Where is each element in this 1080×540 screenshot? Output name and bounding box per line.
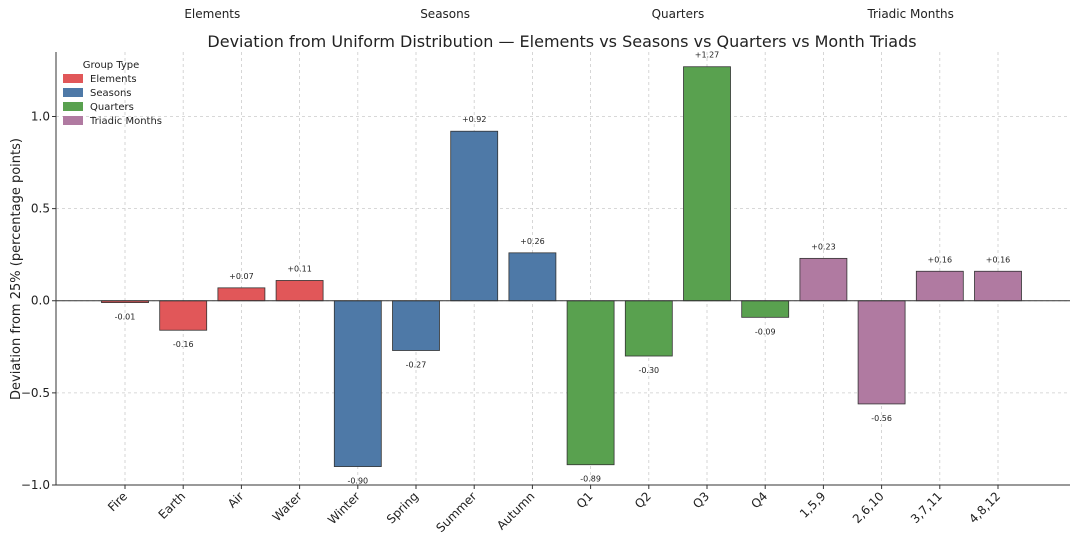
bar-spring <box>392 300 440 351</box>
bar-q4 <box>741 300 790 318</box>
legend: Group Type Elements Seasons Quarters Triadic… <box>63 60 162 127</box>
data-label: +0.16 <box>986 255 1011 264</box>
y-tick-label: 0.5 <box>31 202 50 216</box>
bar-q1 <box>566 300 615 466</box>
y-tick-label: −1.0 <box>21 478 50 492</box>
y-tick-label: −0.5 <box>21 386 50 400</box>
group-label-quarters: Quarters <box>652 7 705 21</box>
x-tick-label: Spring <box>384 489 421 526</box>
x-tick-label: Q4 <box>748 489 770 511</box>
bar-q2 <box>624 300 673 357</box>
bar-2-6-10 <box>857 300 906 405</box>
x-tick-label: Q2 <box>632 489 654 511</box>
legend-label: Triadic Months <box>89 116 162 127</box>
data-label: -0.89 <box>580 475 601 484</box>
axes <box>55 52 1070 486</box>
x-tick-label: Earth <box>156 489 189 522</box>
bar-water <box>275 280 324 302</box>
legend-swatch-triadic-months <box>63 116 83 125</box>
data-label: -0.56 <box>871 414 892 423</box>
bar-winter <box>333 300 382 467</box>
legend-title: Group Type <box>83 60 140 71</box>
bar-earth <box>159 300 208 331</box>
group-labels: Elements Seasons Quarters Triadic Months <box>184 7 954 21</box>
bar-1-5-9 <box>799 257 848 302</box>
data-label: +0.26 <box>520 237 545 246</box>
x-tick-label: 1,5,9 <box>797 489 828 520</box>
x-tick-label: 2,6,10 <box>850 489 887 526</box>
x-tick-label: 3,7,11 <box>908 489 945 526</box>
x-tick-label: Q1 <box>574 489 596 511</box>
data-label: +0.11 <box>287 264 312 273</box>
legend-swatch-elements <box>63 74 83 83</box>
x-tick-label: Autumn <box>494 489 537 532</box>
data-label: -0.90 <box>347 477 368 486</box>
group-label-elements: Elements <box>184 7 240 21</box>
chart-title: Deviation from Uniform Distribution — El… <box>207 32 916 51</box>
legend-swatch-quarters <box>63 102 83 111</box>
group-label-seasons: Seasons <box>420 7 470 21</box>
x-tick-label: Winter <box>325 489 363 527</box>
bar-3-7-11 <box>915 270 964 302</box>
data-label: +0.23 <box>811 242 836 251</box>
data-label: -0.27 <box>406 360 427 369</box>
x-axis-ticks: Fire Earth Air Water Winter Spring Summer Autum… <box>105 485 1003 535</box>
x-tick-label: 4,8,12 <box>966 489 1003 526</box>
data-label: +0.07 <box>229 272 254 281</box>
legend-swatch-seasons <box>63 88 83 97</box>
y-tick-label: 0.0 <box>31 294 50 308</box>
y-axis-ticks: −1.0 −0.5 0.0 0.5 1.0 <box>21 109 56 492</box>
legend-label: Quarters <box>90 102 134 113</box>
group-label-triadic-months: Triadic Months <box>866 7 953 21</box>
bar-summer <box>450 130 499 302</box>
data-label: +0.16 <box>928 255 953 264</box>
bars <box>101 66 1022 467</box>
x-tick-label: Air <box>225 489 247 511</box>
data-labels: -0.01 -0.16 +0.07 +0.11 -0.90 -0.27 +0.92 +0.26… <box>115 51 1011 486</box>
grid-lines <box>56 52 1070 486</box>
legend-label: Elements <box>90 74 137 85</box>
x-tick-label: Q3 <box>690 489 712 511</box>
bar-4-8-12 <box>974 270 1022 302</box>
bar-autumn <box>508 252 557 302</box>
bar-q3 <box>683 66 731 302</box>
y-axis-label: Deviation from 25% (percentage points) <box>9 138 24 400</box>
data-label: -0.01 <box>115 313 136 322</box>
x-tick-label: Water <box>270 489 305 524</box>
data-label: -0.09 <box>755 327 776 336</box>
data-label: +0.92 <box>462 115 487 124</box>
data-label: +1.27 <box>695 51 720 60</box>
y-tick-label: 1.0 <box>31 109 50 123</box>
data-label: -0.16 <box>173 340 194 349</box>
bar-air <box>217 287 266 302</box>
x-tick-label: Fire <box>105 489 130 514</box>
legend-label: Seasons <box>90 88 132 99</box>
x-tick-label: Summer <box>433 489 479 535</box>
data-label: -0.30 <box>638 366 659 375</box>
